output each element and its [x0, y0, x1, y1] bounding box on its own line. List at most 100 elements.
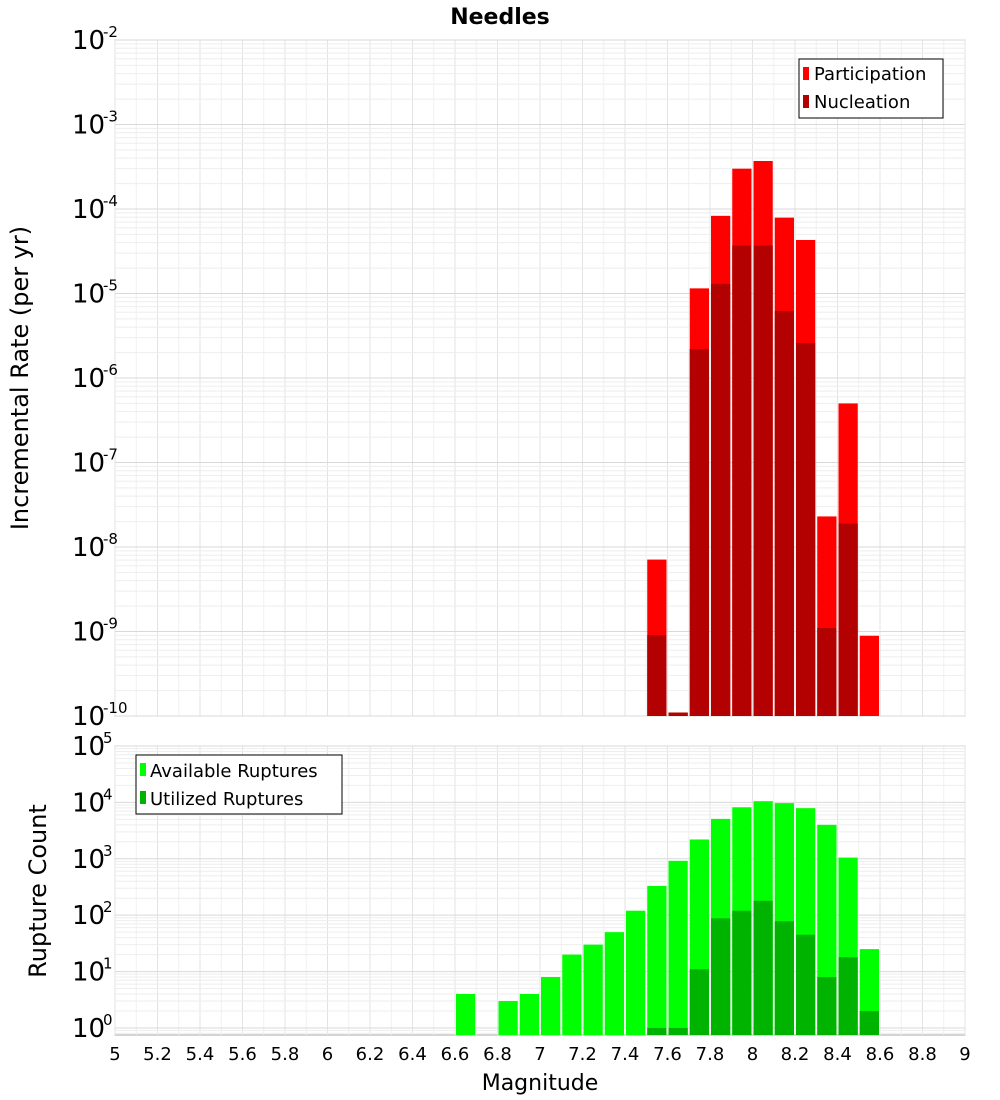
bottom-y-tick-label: 10: [72, 958, 105, 988]
top-bar-participation: [859, 635, 879, 716]
x-tick-label: 6.6: [441, 1044, 470, 1065]
top-y-ticks: 10-210-310-410-510-610-710-810-910-10: [72, 23, 128, 732]
bottom-bar-utilized-ruptures: [711, 918, 731, 1035]
bottom-y-tick-exponent: 2: [103, 898, 113, 916]
top-y-tick-label: 10: [72, 449, 105, 479]
top-y-tick-label: 10: [72, 111, 105, 141]
utilized-ruptures-swatch: [140, 791, 146, 804]
bottom-y-tick-exponent: 3: [103, 842, 113, 860]
top-bars: [647, 160, 879, 717]
bottom-bar-available-ruptures: [583, 944, 603, 1035]
top-bar-nucleation: [711, 283, 731, 716]
x-tick-label: 5.4: [186, 1044, 215, 1065]
bottom-bar-utilized-ruptures: [796, 934, 816, 1035]
x-tick-label: 7.6: [653, 1044, 682, 1065]
x-tick-label: 8.6: [866, 1044, 895, 1065]
available-ruptures-legend-label: Available Ruptures: [150, 761, 318, 782]
bottom-y-axis-label: Rupture Count: [24, 804, 52, 978]
x-tick-label: 7.8: [696, 1044, 725, 1065]
bottom-bar-available-ruptures: [647, 885, 667, 1035]
top-y-tick-label: 10: [72, 26, 105, 56]
x-tick-label: 6: [322, 1044, 333, 1065]
bottom-bar-utilized-ruptures: [774, 921, 794, 1035]
top-legend: Participation Nucleation: [798, 58, 944, 119]
bottom-bar-utilized-ruptures: [689, 969, 709, 1035]
bottom-y-tick-label: 10: [72, 901, 105, 931]
top-panel: 10-210-310-410-510-610-710-810-910-10: [72, 23, 966, 732]
bottom-y-tick-label: 10: [72, 845, 105, 875]
top-y-tick-exponent: -7: [103, 446, 118, 464]
top-y-tick-label: 10: [72, 280, 105, 310]
bottom-bars: [456, 801, 879, 1035]
bottom-y-tick-label: 10: [72, 732, 105, 762]
bottom-y-tick-label: 10: [72, 788, 105, 818]
bottom-bar-utilized-ruptures: [647, 1027, 667, 1035]
top-bar-nucleation: [753, 245, 773, 717]
top-y-tick-exponent: -3: [103, 108, 118, 126]
bottom-bar-utilized-ruptures: [859, 1010, 879, 1035]
bottom-bar-available-ruptures: [541, 977, 561, 1035]
x-tick-label: 6.2: [356, 1044, 385, 1065]
top-y-tick-label: 10: [72, 533, 105, 563]
top-grid: [114, 39, 966, 717]
x-tick-label: 5: [109, 1044, 120, 1065]
top-bar-nucleation: [668, 712, 688, 716]
bottom-bar-available-ruptures: [498, 1001, 518, 1035]
bottom-bar-available-ruptures: [604, 932, 624, 1035]
x-tick-label: 8.2: [781, 1044, 810, 1065]
top-bar-nucleation: [774, 311, 794, 716]
top-y-tick-exponent: -6: [103, 361, 118, 379]
top-bar-nucleation: [732, 245, 752, 717]
bottom-bar-available-ruptures: [456, 994, 476, 1035]
utilized-ruptures-legend-label: Utilized Ruptures: [150, 789, 303, 810]
top-y-tick-label: 10: [72, 618, 105, 648]
nucleation-legend-label: Nucleation: [814, 92, 910, 113]
top-y-tick-exponent: -10: [103, 699, 128, 717]
bottom-bar-utilized-ruptures: [838, 957, 858, 1035]
x-tick-label: 8: [747, 1044, 758, 1065]
top-y-tick-label: 10: [72, 195, 105, 225]
x-axis-label: Magnitude: [482, 1071, 599, 1096]
top-legend-box: [798, 58, 944, 119]
top-bar-nucleation: [817, 628, 837, 716]
available-ruptures-swatch: [140, 763, 146, 776]
bottom-bar-utilized-ruptures: [753, 900, 773, 1035]
x-tick-label: 8.8: [908, 1044, 937, 1065]
bottom-bar-available-ruptures: [519, 994, 539, 1035]
x-tick-labels: 5 5.2 5.4 5.6 5.8 6 6.2 6.4 6.6 6.8 7 7.2 7.4 7.6 7.8 8…: [109, 1044, 970, 1065]
x-tick-label: 5.8: [271, 1044, 300, 1065]
bottom-y-tick-label: 10: [72, 1014, 105, 1044]
x-tick-label: 6.4: [398, 1044, 427, 1065]
top-y-tick-exponent: -8: [103, 530, 118, 548]
chart-title: Needles: [450, 5, 550, 30]
bottom-y-tick-exponent: 1: [103, 955, 113, 973]
nucleation-swatch: [803, 95, 809, 108]
top-y-axis-label: Incremental Rate (per yr): [6, 226, 34, 530]
bottom-bar-utilized-ruptures: [732, 910, 752, 1035]
top-y-tick-label: 10: [72, 702, 105, 732]
top-y-tick-label: 10: [72, 364, 105, 394]
top-bar-nucleation: [838, 523, 858, 716]
x-tick-label: 7.4: [611, 1044, 640, 1065]
bottom-legend: Available Ruptures Utilized Ruptures: [135, 754, 343, 815]
top-y-tick-exponent: -4: [103, 192, 118, 210]
bottom-y-tick-exponent: 4: [103, 785, 113, 803]
x-tick-label: 7: [534, 1044, 545, 1065]
top-bar-nucleation: [689, 349, 709, 716]
x-tick-label: 9: [959, 1044, 970, 1065]
bottom-y-tick-exponent: 0: [103, 1011, 113, 1029]
x-tick-label: 7.2: [568, 1044, 597, 1065]
bottom-bar-available-ruptures: [562, 954, 582, 1035]
top-y-tick-exponent: -2: [103, 23, 118, 41]
x-tick-label: 5.2: [143, 1044, 172, 1065]
participation-swatch: [803, 67, 809, 80]
bottom-bar-utilized-ruptures: [817, 977, 837, 1035]
top-y-tick-exponent: -9: [103, 615, 118, 633]
bottom-bar-available-ruptures: [668, 860, 688, 1035]
x-tick-label: 5.6: [228, 1044, 257, 1065]
bottom-legend-box: [135, 754, 343, 815]
bottom-bar-available-ruptures: [626, 910, 646, 1035]
